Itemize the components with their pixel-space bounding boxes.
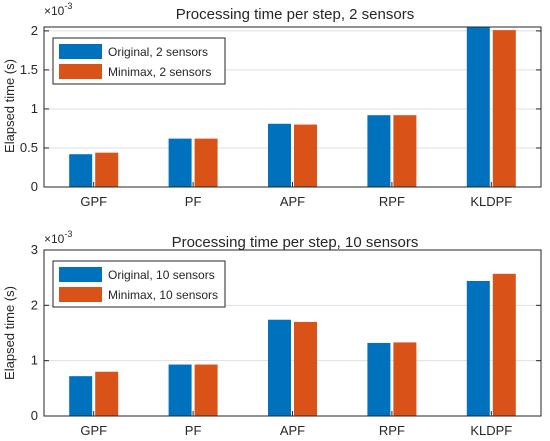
chart-panel-2-sensors: Processing time per step, 2 sensors ×10-… <box>2 1 542 209</box>
x-tick-label: APF <box>280 194 305 209</box>
chart-panel-10-sensors: Processing time per step, 10 sensors ×10… <box>2 229 542 438</box>
x-tick-label: GPF <box>80 423 107 438</box>
bar-gpf-original <box>69 376 93 416</box>
y-tick-label: 0.5 <box>20 140 38 155</box>
bar-apf-original <box>268 123 291 187</box>
y-axis-label: Elapsed time (s) <box>2 286 17 380</box>
axes-box <box>43 26 542 188</box>
y-tick-label: 3 <box>31 242 38 257</box>
bar-kldpf-minimax <box>492 273 516 416</box>
axes-box <box>43 249 542 417</box>
x-tick-label: KLDPF <box>470 423 512 438</box>
y-exponent-label: ×10-3 <box>44 1 72 18</box>
x-tick-label: PF <box>185 423 202 438</box>
bar-kldpf-original <box>466 27 490 187</box>
plot-area: 0 1 2 3 GPF PF APF RPF KLDPF Original, 10 sensors… <box>31 242 542 438</box>
bar-rpf-minimax <box>393 115 417 187</box>
bar-rpf-minimax <box>393 342 417 416</box>
legend-label: Minimax, 2 sensors <box>108 65 211 79</box>
legend-swatch <box>59 267 102 282</box>
y-exponent-power: -3 <box>64 229 72 239</box>
chart-title: Processing time per step, 10 sensors <box>172 234 419 251</box>
x-tick-label: PF <box>185 194 202 209</box>
bar-apf-minimax <box>294 124 317 187</box>
bar-rpf-original <box>367 342 391 416</box>
x-tick-label: KLDPF <box>470 194 512 209</box>
legend: Original, 2 sensors Minimax, 2 sensors <box>52 37 226 85</box>
y-axis-label: Elapsed time (s) <box>2 59 17 153</box>
chart-title: Processing time per step, 2 sensors <box>176 6 414 23</box>
bar-pf-minimax <box>194 364 218 416</box>
bar-kldpf-original <box>466 280 490 416</box>
y-tick-label: 0 <box>31 179 38 194</box>
bar-gpf-minimax <box>95 152 119 187</box>
bar-pf-original <box>168 138 192 187</box>
y-tick-label: 2 <box>31 23 38 38</box>
legend-label: Original, 10 sensors <box>108 268 215 282</box>
bar-pf-minimax <box>194 138 218 187</box>
y-tick-label: 2 <box>31 297 38 312</box>
y-exponent-power: -3 <box>64 1 72 11</box>
legend-label: Original, 2 sensors <box>108 45 208 59</box>
x-tick-label: RPF <box>379 194 405 209</box>
bar-apf-minimax <box>294 321 317 416</box>
plot-area: 0 0.5 1 1.5 2 GPF PF APF RPF KLDPF Original, 2 sen… <box>20 23 542 209</box>
legend-label: Minimax, 10 sensors <box>108 288 218 302</box>
bar-pf-original <box>168 364 192 416</box>
y-tick-label: 1 <box>31 101 38 116</box>
y-exponent-label: ×10-3 <box>44 229 72 246</box>
y-tick-label: 1 <box>31 353 38 368</box>
legend-swatch <box>59 64 102 79</box>
y-tick-label: 1.5 <box>20 62 38 77</box>
bar-gpf-minimax <box>95 371 119 416</box>
bar-kldpf-minimax <box>492 30 516 188</box>
y-exponent-base: ×10 <box>44 4 65 18</box>
y-exponent-base: ×10 <box>44 232 65 246</box>
x-tick-label: RPF <box>379 423 405 438</box>
x-tick-label: GPF <box>80 194 107 209</box>
legend-swatch <box>59 287 102 302</box>
bar-gpf-original <box>69 154 93 187</box>
bar-rpf-original <box>367 115 391 187</box>
y-tick-label: 0 <box>31 408 38 423</box>
legend-swatch <box>59 44 102 59</box>
bar-apf-original <box>268 319 291 416</box>
legend: Original, 10 sensors Minimax, 10 sensors <box>52 260 226 308</box>
x-tick-label: APF <box>280 423 305 438</box>
